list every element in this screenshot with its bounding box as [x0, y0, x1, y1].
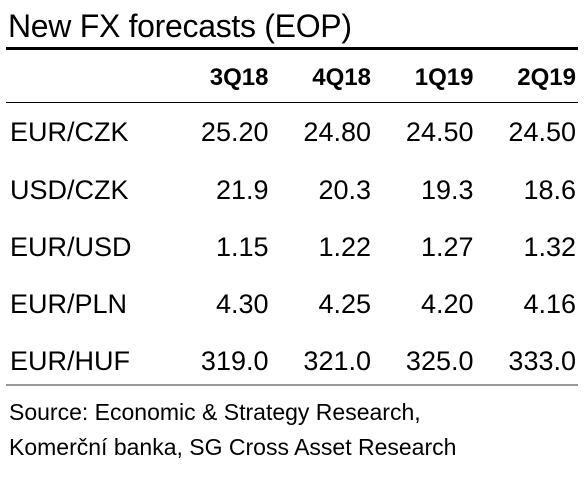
source-line: Komerční banka, SG Cross Asset Research [9, 434, 457, 460]
table-cell: 24.50 [508, 116, 576, 147]
row-label: EUR/HUF [10, 346, 130, 376]
source-rule [6, 384, 578, 386]
table-cell: 1.15 [215, 232, 269, 262]
table-row: EUR/USD 1.15 1.22 1.27 1.32 [6, 219, 578, 276]
table-cell: 4.20 [420, 289, 474, 319]
table-cell: 333.0 [508, 346, 576, 376]
header-corner [6, 54, 168, 102]
table-cell: 25.20 [200, 116, 269, 147]
table-row: EUR/HUF 319.0 321.0 325.0 333.0 [6, 333, 578, 390]
table-cell: 1.32 [523, 232, 576, 262]
row-label: USD/CZK [10, 175, 129, 205]
figure-title: New FX forecasts (EOP) [8, 8, 352, 44]
table-cell: 4.25 [318, 289, 371, 319]
table-cell: 19.3 [420, 175, 474, 205]
table-cell: 4.30 [215, 289, 269, 319]
row-label: EUR/USD [10, 232, 132, 262]
row-label: EUR/PLN [10, 289, 128, 319]
table-cell: 319.0 [200, 346, 269, 376]
table-row: USD/CZK 21.9 20.3 19.3 18.6 [6, 162, 578, 219]
column-header: 3Q18 [209, 64, 269, 91]
source-note: Source: Economic & Strategy Research, Ko… [9, 395, 456, 465]
column-header: 1Q19 [414, 64, 474, 91]
table-row: EUR/CZK 25.20 24.80 24.50 24.50 [6, 102, 578, 162]
source-line: Source: Economic & Strategy Research, [9, 399, 421, 425]
title-rule [6, 47, 578, 50]
row-label: EUR/CZK [10, 116, 129, 147]
header-rule [6, 102, 578, 103]
table-row: EUR/PLN 4.30 4.25 4.20 4.16 [6, 276, 578, 333]
table-cell: 325.0 [405, 346, 474, 376]
table-cell: 18.6 [523, 175, 576, 205]
table-cell: 321.0 [303, 346, 371, 376]
table-cell: 24.80 [303, 116, 371, 147]
table-header-row: 3Q18 4Q18 1Q19 2Q19 [6, 54, 578, 102]
table-cell: 1.22 [318, 232, 371, 262]
table-cell: 21.9 [215, 175, 269, 205]
fx-forecast-table: 3Q18 4Q18 1Q19 2Q19 EUR/CZK 25.20 24.80 … [6, 54, 578, 390]
column-header: 4Q18 [312, 64, 371, 91]
column-header: 2Q19 [517, 64, 576, 91]
table-cell: 4.16 [523, 289, 576, 319]
table-cell: 24.50 [405, 116, 474, 147]
table-cell: 1.27 [420, 232, 474, 262]
table-cell: 20.3 [318, 175, 371, 205]
